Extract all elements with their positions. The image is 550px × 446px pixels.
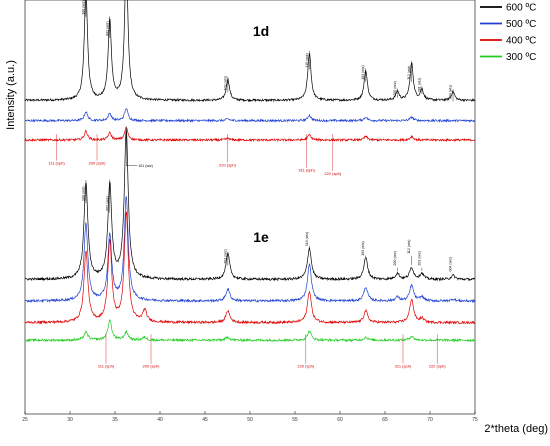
peak-label: 102 (wiz) xyxy=(223,76,227,91)
x-axis: 25 30 35 40 45 50 55 60 65 70 75 xyxy=(22,411,478,423)
sph-peak-label: 311 (sph) xyxy=(298,168,315,173)
series-line-1d-500c xyxy=(24,108,476,123)
sph-peak-label: 311 (sph) xyxy=(395,364,412,369)
legend-entry: 300 ºC xyxy=(480,52,536,63)
peak-annotation: 112 (wiz) xyxy=(407,240,412,266)
sph-peak-label: 111 (sph) xyxy=(98,364,115,369)
legend: 600 ºC 500 ºC 400 ºC 300 ºC xyxy=(480,3,536,63)
peak-annotation: 200 (wiz) xyxy=(393,81,398,98)
peak-label: 200 (wiz) xyxy=(393,251,397,266)
annotation-layer: 100 (wiz) 002 (wiz) 101 (wiz) 102 (wiz) 110 … xyxy=(48,0,454,369)
legend-label: 600 ºC xyxy=(506,3,536,14)
peak-label: 112 (wiz) xyxy=(407,66,411,80)
x-tick-label: 55 xyxy=(292,417,298,423)
peak-label: 004 (wiz) xyxy=(449,85,453,100)
x-tick-label: 40 xyxy=(157,417,163,423)
panel-label-layer: 1d 1e xyxy=(253,23,269,245)
peak-annotation: 103 (wiz) xyxy=(361,65,366,82)
peak-label: 102 (wiz) xyxy=(223,249,227,264)
sph-peak-label: 200 (sph) xyxy=(143,364,161,369)
peak-label: 100 (wiz) xyxy=(81,0,85,15)
series-line-1e-600c xyxy=(24,129,476,282)
x-tick-label: 25 xyxy=(22,417,28,423)
peak-label: 103 (wiz) xyxy=(361,241,365,256)
peak-annotation: 311 (sph) xyxy=(298,134,316,173)
peak-label: 002 (wiz) xyxy=(105,21,109,36)
peak-annotation: 100 (wiz) xyxy=(81,0,87,17)
peak-annotation: 200 (sph) xyxy=(143,334,161,369)
sph-peak-label: 222 (sph) xyxy=(324,171,342,176)
peak-label: 101 (wiz) xyxy=(138,164,153,168)
panel-1e xyxy=(24,129,476,343)
x-tick-label: 35 xyxy=(112,417,118,423)
peak-annotation: 222 (sph) xyxy=(324,134,342,176)
legend-label: 500 ºC xyxy=(506,19,536,30)
peak-annotation: 111 (sph) xyxy=(48,134,65,166)
y-axis-title: Intensity (a.u.) xyxy=(5,60,17,130)
series-line-1e-500c xyxy=(24,196,476,304)
peak-annotation: 220 (sph) xyxy=(297,334,315,369)
x-tick-label: 45 xyxy=(202,417,208,423)
series-line-1d-600c xyxy=(24,0,476,103)
peak-annotation: 101 (wiz) xyxy=(126,126,153,168)
sph-peak-label: 111 (sph) xyxy=(48,161,65,166)
peak-annotation: 103 (wiz) xyxy=(361,241,366,258)
series-line-1e-400c xyxy=(24,211,476,325)
peak-label: 002 (wiz) xyxy=(105,196,109,211)
peak-annotation: 200 (wiz) xyxy=(393,251,398,272)
sph-peak-label: 220 (sph) xyxy=(297,364,315,369)
peak-label: 112 (wiz) xyxy=(407,240,411,254)
peak-annotation: 004 (wiz) xyxy=(449,257,454,274)
peak-annotation: 102 (wiz) xyxy=(223,249,229,266)
legend-entry: 400 ºC xyxy=(480,36,536,47)
peak-annotation: 112 (wiz) xyxy=(407,60,412,82)
peak-annotation: 110 (wiz) xyxy=(305,50,310,70)
peak-annotation: 201 (wiz) xyxy=(417,78,423,95)
x-tick-label: 60 xyxy=(337,417,343,423)
x-tick-label: 50 xyxy=(247,417,253,423)
peak-label: 100 (wiz) xyxy=(81,186,85,201)
peak-annotation: 220 (sph) xyxy=(219,134,237,167)
sph-peak-label: 220 (sph) xyxy=(219,162,237,167)
peak-annotation: 311 (sph) xyxy=(395,334,412,369)
legend-entry: 600 ºC xyxy=(480,3,536,14)
peak-annotation: 200 (sph) xyxy=(89,134,107,166)
peak-annotation: 110 (wiz) xyxy=(305,232,310,249)
peak-label: 004 (wiz) xyxy=(449,257,453,272)
peak-annotation: 201 (wiz) xyxy=(417,251,423,271)
legend-entry: 500 ºC xyxy=(480,19,536,30)
peak-annotation: 111 (sph) xyxy=(98,334,115,369)
x-axis-title: 2*theta (deg) xyxy=(484,423,548,435)
legend-label: 300 ºC xyxy=(506,52,536,63)
panel-label-1d: 1d xyxy=(253,23,269,39)
peak-annotation: 002 (wiz) xyxy=(105,179,110,213)
peak-label: 110 (wiz) xyxy=(305,232,309,246)
sph-peak-label: 222 (sph) xyxy=(429,364,447,369)
peak-annotation: 102 (wiz) xyxy=(223,76,229,93)
series-line-1d-400c xyxy=(24,126,476,143)
peak-label: 201 (wiz) xyxy=(417,78,421,93)
peak-label: 200 (wiz) xyxy=(393,81,397,96)
panel-label-1e: 1e xyxy=(253,229,269,245)
x-tick-label: 70 xyxy=(427,417,433,423)
panel-1d xyxy=(24,0,476,143)
peak-annotation: 002 (wiz) xyxy=(105,16,110,38)
x-tick-label: 30 xyxy=(67,417,73,423)
peak-label: 110 (wiz) xyxy=(305,53,309,67)
peak-annotation: 222 (sph) xyxy=(429,334,447,369)
plot-area: 100 (wiz) 002 (wiz) 101 (wiz) 102 (wiz) 110 … xyxy=(24,0,476,415)
peak-label: 103 (wiz) xyxy=(361,65,365,80)
legend-label: 400 ºC xyxy=(506,36,536,47)
x-tick-label: 75 xyxy=(472,417,478,423)
series-line-1e-300c xyxy=(24,319,476,343)
peak-annotation: 100 (wiz) xyxy=(81,179,87,203)
peak-annotation: 004 (wiz) xyxy=(449,85,454,102)
series-layer xyxy=(24,0,476,343)
x-tick-label: 65 xyxy=(382,417,388,423)
peak-label: 201 (wiz) xyxy=(417,251,421,266)
sph-peak-label: 200 (sph) xyxy=(89,161,107,166)
